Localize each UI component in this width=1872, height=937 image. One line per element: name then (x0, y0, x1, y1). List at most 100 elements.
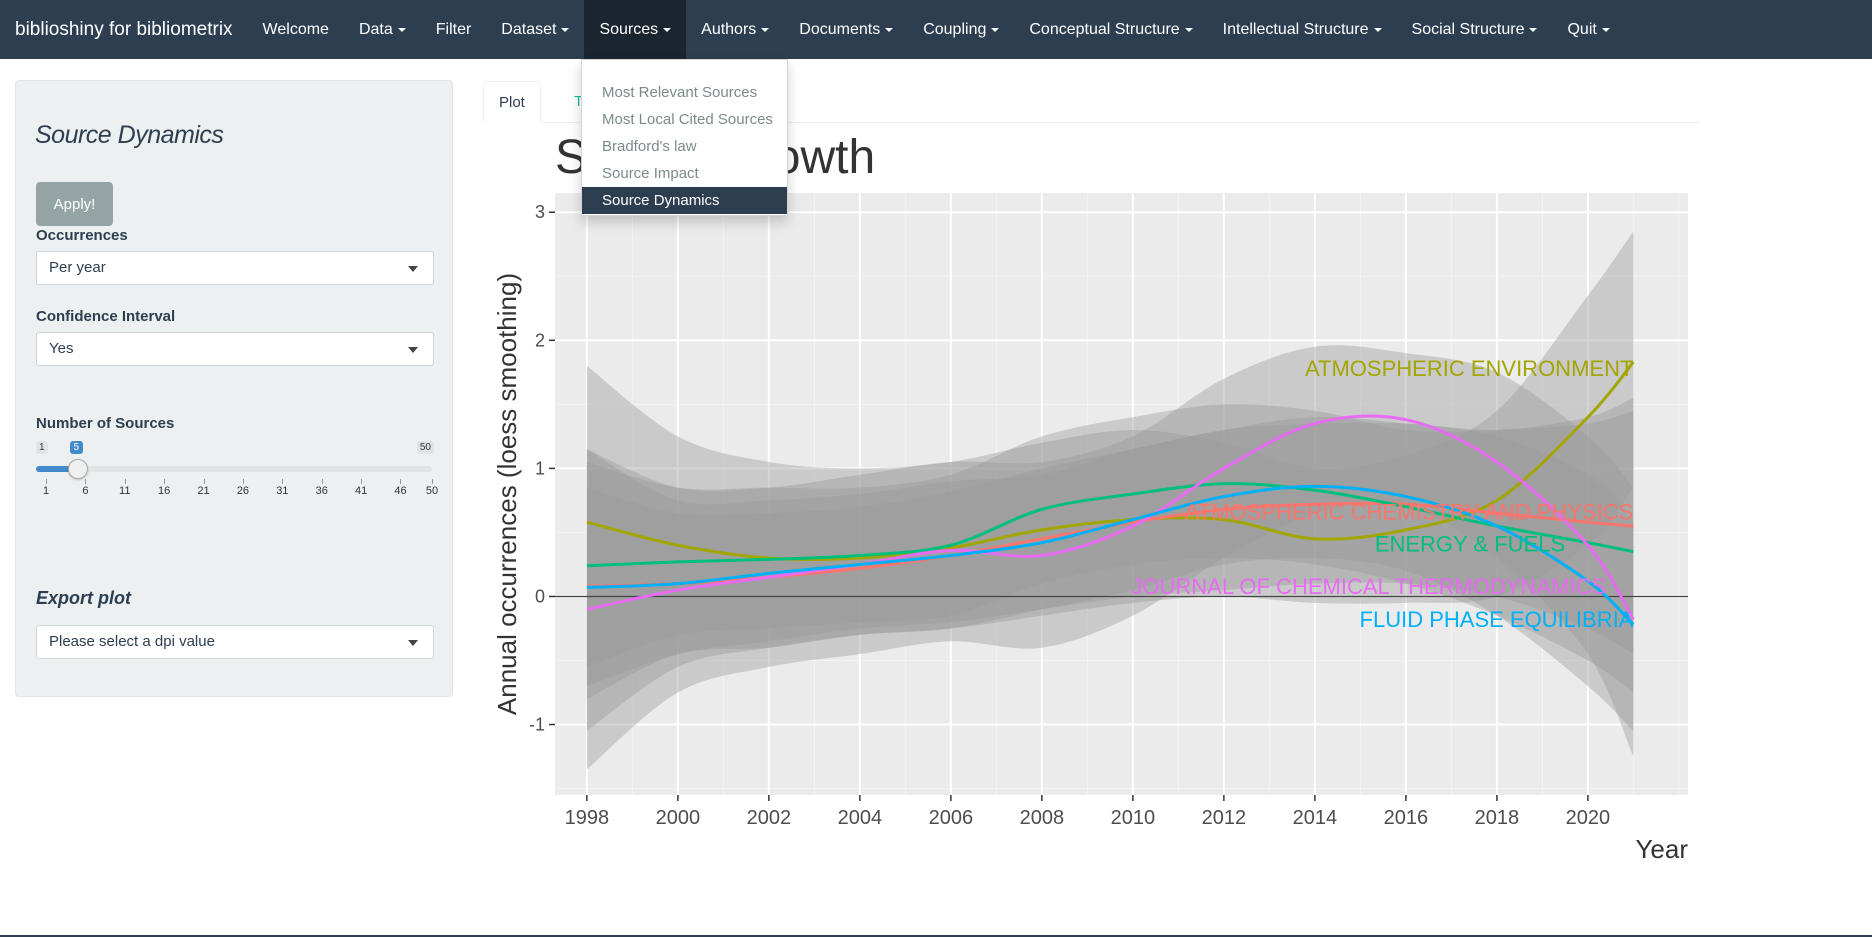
x-tick-label: 2010 (1111, 807, 1156, 829)
series-label: FLUID PHASE EQUILIBRIA (1360, 607, 1634, 632)
caret-down-icon (408, 640, 418, 646)
confidence-band (586, 397, 1634, 687)
apply-button[interactable]: Apply! (36, 182, 113, 226)
caret-down-icon (561, 27, 570, 32)
nav-item-intellectual-structure[interactable]: Intellectual Structure (1208, 0, 1397, 59)
nav-item-label: Coupling (923, 20, 987, 38)
nav-item-quit[interactable]: Quit (1552, 0, 1624, 59)
caret-down-icon (408, 266, 418, 272)
nav-item-welcome[interactable]: Welcome (248, 0, 344, 59)
x-tick-label: 2000 (656, 807, 701, 829)
nav-item-label: Conceptual Structure (1029, 20, 1180, 38)
caret-down-icon (397, 27, 406, 32)
slider-track[interactable] (36, 466, 432, 472)
brand-title[interactable]: biblioshiny for bibliometrix (15, 18, 233, 40)
nav-menu: Welcome Data Filter Dataset Sources Authors Do… (248, 0, 1625, 59)
nav-item-dataset[interactable]: Dataset (486, 0, 584, 59)
x-tick-label: 2014 (1293, 807, 1338, 829)
y-tick-label: 2 (535, 330, 545, 350)
tab-bar: Plot Table (483, 81, 1700, 123)
slider-min-label: 1 (36, 441, 48, 454)
menu-item-most-relevant-sources[interactable]: Most Relevant Sources (602, 84, 758, 101)
slider-max-label: 50 (416, 441, 434, 454)
caret-down-icon (408, 347, 418, 353)
dpi-select[interactable]: Please select a dpi value (36, 625, 434, 659)
series-label: ATMOSPHERIC ENVIRONMENT (1305, 356, 1633, 381)
nav-item-label: Authors (701, 20, 757, 38)
nav-item-data[interactable]: Data (344, 0, 421, 59)
slider-tick (46, 479, 47, 484)
x-tick-label: 2020 (1566, 807, 1611, 829)
slider-tick (164, 479, 166, 484)
nav-item-label: Dataset (501, 20, 557, 38)
slider-tick (282, 479, 284, 484)
source-growth-plot: ATMOSPHERIC ENVIRONMENT ATMOSPHERIC CHEMI… (483, 123, 1708, 864)
occurrences-value: Per year (49, 259, 106, 276)
x-tick-label: 2008 (1020, 807, 1065, 829)
slider-tick-label: 50 (425, 485, 439, 497)
nav-item-sources[interactable]: Sources (584, 0, 687, 59)
confidence-interval-value: Yes (49, 340, 74, 357)
y-tick-label: 0 (535, 586, 545, 606)
navbar: biblioshiny for bibliometrix Welcome Data… (0, 0, 1872, 59)
slider-tick-label: 6 (82, 485, 89, 497)
sources-dropdown-menu: Most Relevant Sources Most Local Cited So… (581, 59, 788, 216)
confidence-interval-select[interactable]: Yes (36, 332, 434, 366)
slider-fill (36, 466, 78, 472)
y-tick-label: 1 (535, 458, 545, 478)
x-tick-label: 2006 (929, 807, 974, 829)
series-line (586, 414, 1635, 621)
x-tick-label: 2012 (1202, 807, 1247, 829)
plot-panel (555, 193, 1688, 795)
confidence-band (586, 231, 1634, 699)
menu-item-most-local-cited-sources[interactable]: Most Local Cited Sources (602, 111, 773, 128)
page-bottom-border (0, 935, 1872, 937)
slider-tick-label: 41 (354, 485, 368, 497)
slider-tick (85, 479, 87, 484)
caret-down-icon (663, 27, 672, 32)
x-tick-label: 1998 (565, 807, 610, 829)
slider-tick-label: 46 (394, 485, 407, 497)
slider-tick (432, 479, 433, 484)
caret-down-icon (991, 27, 1000, 32)
number-of-sources-label: Number of Sources (36, 415, 175, 432)
series-label: JOURNAL OF CHEMICAL THERMODYNAMICS (1131, 574, 1606, 599)
number-of-sources-slider[interactable]: 1 50 5 1 6 11 16 21 26 31 36 41 46 50 (36, 441, 438, 501)
y-axis-label: Annual occurrences (loess smoothing) (492, 273, 522, 715)
menu-item-source-dynamics[interactable]: Source Dynamics (582, 187, 787, 214)
slider-tick (400, 479, 402, 484)
nav-item-label: Quit (1567, 20, 1597, 38)
series-label: ATMOSPHERIC CHEMISTRY AND PHYSICS (1185, 500, 1634, 525)
caret-down-icon (1373, 27, 1382, 32)
nav-item-social-structure[interactable]: Social Structure (1397, 0, 1553, 59)
slider-tick-label: 31 (276, 485, 289, 497)
nav-item-conceptual-structure[interactable]: Conceptual Structure (1014, 0, 1207, 59)
y-tick-label: 3 (535, 202, 545, 222)
tab-plot[interactable]: Plot (483, 81, 541, 123)
slider-tick-label: 11 (119, 485, 131, 497)
nav-item-coupling[interactable]: Coupling (908, 0, 1014, 59)
slider-tick-label: 21 (197, 485, 210, 497)
slider-tick-label: 26 (236, 485, 250, 497)
confidence-band (586, 416, 1634, 731)
nav-item-label: Documents (799, 20, 881, 38)
slider-tick (124, 479, 126, 484)
slider-tick (242, 479, 244, 484)
slider-handle[interactable] (67, 459, 88, 479)
confidence-band (586, 404, 1634, 693)
nav-item-documents[interactable]: Documents (784, 0, 908, 59)
nav-item-authors[interactable]: Authors (686, 0, 784, 59)
menu-item-bradford-s-law[interactable]: Bradford's law (602, 138, 697, 155)
x-tick-label: 2016 (1384, 807, 1429, 829)
occurrences-select[interactable]: Per year (36, 251, 434, 285)
slider-tick-label: 1 (42, 485, 50, 497)
caret-down-icon (885, 27, 894, 32)
series-line (586, 484, 1635, 626)
slider-value-label: 5 (69, 441, 84, 454)
nav-item-filter[interactable]: Filter (421, 0, 487, 59)
confidence-band (586, 345, 1634, 770)
export-plot-label: Export plot (36, 588, 131, 608)
x-tick-label: 2018 (1475, 807, 1520, 829)
menu-item-source-impact[interactable]: Source Impact (602, 165, 699, 182)
caret-down-icon (1184, 27, 1193, 32)
